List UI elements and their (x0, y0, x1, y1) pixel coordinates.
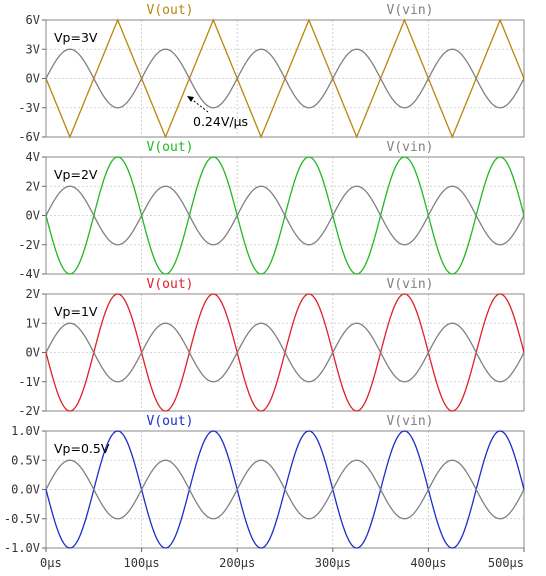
legend-vout: V(out) (147, 277, 194, 292)
x-tick-label: 300µs (315, 556, 351, 570)
y-tick-label: 0.5V (11, 453, 40, 467)
y-tick-label: 0V (26, 209, 40, 223)
panel-2 (42, 156, 525, 275)
legend-vout: V(out) (147, 414, 194, 429)
y-tick-label: -2V (18, 404, 40, 418)
panel-1 (42, 18, 525, 139)
y-tick-label: -1V (18, 375, 40, 389)
y-tick-label: -4V (18, 267, 40, 281)
vp-annotation: Vp=0.5V (54, 441, 110, 456)
y-tick-label: 3V (26, 42, 40, 56)
legend-vvin: V(vin) (387, 3, 434, 18)
vp-annotation: Vp=3V (54, 30, 98, 45)
legend-vout: V(out) (147, 3, 194, 18)
x-tick-label: 200µs (219, 556, 255, 570)
slew-rate-note: 0.24V/µs (193, 114, 248, 129)
note-arrow (189, 97, 209, 113)
x-tick-label: 100µs (124, 556, 160, 570)
y-tick-label: 2V (26, 287, 40, 301)
y-tick-label: 6V (26, 13, 40, 27)
y-tick-label: -3V (18, 101, 40, 115)
y-tick-label: 4V (26, 150, 40, 164)
series-line-vvin (45, 459, 525, 520)
y-tick-label: -0.5V (4, 512, 40, 526)
y-tick-label: 0V (26, 346, 40, 360)
y-tick-label: 2V (26, 179, 40, 193)
y-tick-label: -6V (18, 130, 40, 144)
y-tick-label: 1V (26, 316, 40, 330)
y-tick-label: 1.0V (11, 424, 40, 438)
legend-vvin: V(vin) (387, 414, 434, 429)
x-tick-label: 500µs (488, 556, 524, 570)
y-tick-label: -1.0V (4, 541, 40, 555)
legend-vvin: V(vin) (387, 140, 434, 155)
legend-vout: V(out) (147, 140, 194, 155)
series-line-vvin (45, 322, 525, 383)
x-tick-label: 400µs (410, 556, 446, 570)
legend-vvin: V(vin) (387, 277, 434, 292)
y-tick-label: 0V (26, 72, 40, 86)
series-line-vvin (45, 48, 525, 109)
panel-3 (42, 293, 525, 412)
vp-annotation: Vp=1V (54, 304, 98, 319)
x-tick-label: 0µs (40, 556, 62, 570)
y-tick-label: 0.0V (11, 483, 40, 497)
panel-4 (42, 430, 525, 549)
series-line-vvin (45, 185, 525, 246)
note-arrowhead (187, 96, 194, 102)
vp-annotation: Vp=2V (54, 167, 98, 182)
y-tick-label: -2V (18, 238, 40, 252)
